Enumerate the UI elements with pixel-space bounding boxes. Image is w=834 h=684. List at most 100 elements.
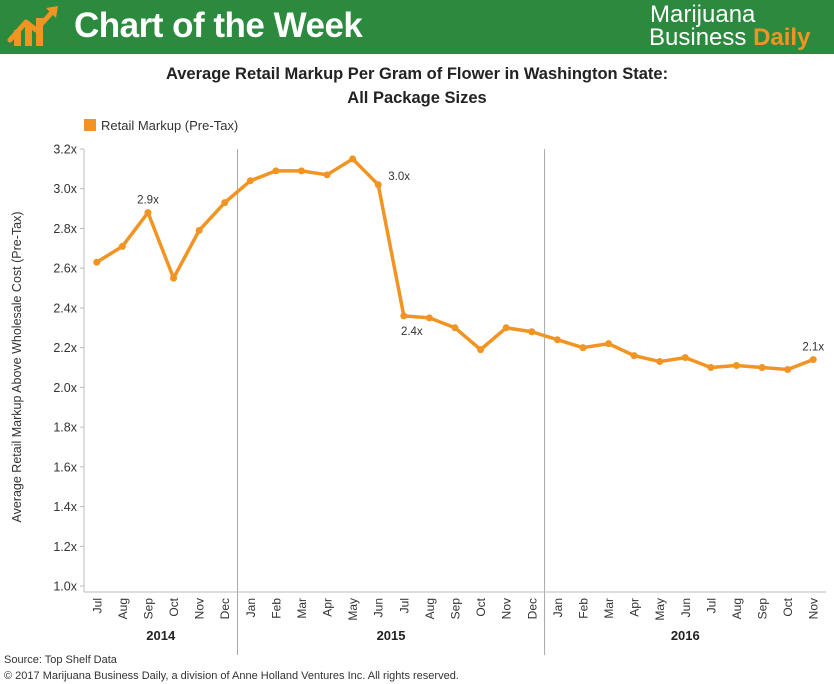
- x-tick-label: Oct: [167, 597, 181, 616]
- x-tick-label: Feb: [269, 598, 283, 619]
- data-point: [272, 167, 280, 175]
- x-tick-label: Dec: [525, 598, 539, 619]
- legend: Retail Markup (Pre-Tax): [84, 118, 238, 133]
- x-tick-label: Jul: [397, 598, 411, 613]
- x-tick-label: Jun: [679, 598, 693, 617]
- y-tick-label: 2.4x: [53, 301, 77, 315]
- year-label: 2014: [146, 628, 176, 643]
- x-tick-label: May: [346, 598, 360, 621]
- data-point: [195, 226, 203, 234]
- data-point: [707, 364, 715, 372]
- data-point: [425, 314, 433, 322]
- data-point: [144, 209, 152, 217]
- x-tick-label: Dec: [218, 598, 232, 619]
- data-point: [349, 155, 357, 163]
- y-tick-label: 1.8x: [53, 421, 77, 435]
- footer: Source: Top Shelf Data © 2017 Marijuana …: [4, 652, 459, 684]
- x-tick-label: Nov: [807, 598, 821, 619]
- series-retail-markup: [93, 155, 817, 374]
- y-tick-label: 1.4x: [53, 500, 77, 514]
- x-tick-label: Jul: [704, 598, 718, 613]
- data-point: [758, 364, 766, 372]
- data-label: 2.1x: [802, 342, 824, 354]
- header-title: Chart of the Week: [74, 6, 363, 45]
- data-point: [681, 354, 689, 362]
- data-point: [502, 324, 510, 332]
- header-bar: Chart of the Week Marijuana Business Dai…: [0, 0, 834, 54]
- x-tick-label: Aug: [116, 598, 130, 619]
- chart-title-line1: Average Retail Markup Per Gram of Flower…: [165, 65, 669, 83]
- year-labels: 2014 2015 2016: [146, 628, 699, 643]
- data-point: [118, 242, 126, 250]
- x-tick-label: Feb: [576, 598, 590, 619]
- y-tick-label: 2.6x: [53, 262, 77, 276]
- data-point: [477, 346, 485, 354]
- data-point: [374, 181, 382, 189]
- data-point: [656, 358, 664, 366]
- data-label: 3.0x: [388, 171, 410, 183]
- x-tick-label: Apr: [321, 598, 335, 617]
- x-tick-label: Jul: [90, 598, 104, 613]
- x-tick-label: Nov: [500, 598, 514, 619]
- x-tick-label: Oct: [474, 597, 488, 616]
- x-tick-label: Sep: [756, 598, 770, 620]
- data-point: [784, 366, 792, 374]
- x-tick-label: Aug: [730, 598, 744, 619]
- x-tick-label: Apr: [628, 598, 642, 617]
- chart-title: Average Retail Markup Per Gram of Flower…: [0, 62, 834, 110]
- bar-chart-arrow-icon: [7, 6, 58, 46]
- x-tick-label: Mar: [602, 598, 616, 619]
- data-label: 2.4x: [401, 326, 423, 338]
- x-tick-label: May: [653, 598, 667, 621]
- brand-daily: Daily: [753, 24, 811, 51]
- y-tick-label: 1.6x: [53, 460, 77, 474]
- data-point: [528, 328, 536, 336]
- data-point: [451, 324, 459, 332]
- x-tick-label: Mar: [295, 598, 309, 619]
- x-tick-label: Sep: [141, 598, 155, 620]
- brand-business: Business: [649, 24, 747, 51]
- data-point: [297, 167, 305, 175]
- y-tick-label: 2.0x: [53, 381, 77, 395]
- data-point: [732, 362, 740, 370]
- data-point: [170, 274, 178, 282]
- y-axis-label: Average Retail Markup Above Wholesale Co…: [10, 211, 24, 522]
- data-label: 2.9x: [137, 195, 159, 207]
- x-tick-label: Jan: [551, 598, 565, 617]
- y-tick-label: 2.8x: [53, 222, 77, 236]
- x-tick-labels: Jul Aug Sep Oct Nov Dec Jan Feb Mar Apr May Jun Jul A…: [90, 597, 820, 620]
- data-point: [809, 356, 817, 364]
- x-tick-label: Jan: [244, 598, 258, 617]
- data-point: [323, 171, 331, 179]
- source-note: Source: Top Shelf Data: [4, 654, 117, 666]
- brand-name-line2: Business Daily: [649, 25, 824, 50]
- data-point: [221, 199, 229, 207]
- data-point: [246, 177, 254, 185]
- data-labels: 2.9x 3.0x 2.4x 2.1x: [137, 171, 824, 354]
- axes: [83, 149, 826, 593]
- x-tick-label: Oct: [781, 597, 795, 616]
- x-tick-label: Aug: [423, 598, 437, 619]
- series-line: [95, 157, 815, 372]
- year-label: 2016: [671, 628, 700, 643]
- copyright-note: © 2017 Marijuana Business Daily, a divis…: [4, 670, 459, 682]
- data-point: [400, 312, 408, 320]
- data-point: [579, 344, 587, 352]
- chart-title-line2: All Package Sizes: [347, 89, 487, 107]
- data-point: [553, 336, 561, 344]
- y-tick-label: 3.0x: [53, 182, 77, 196]
- data-point: [605, 340, 613, 348]
- y-tick-labels: 3.2x 3.0x 2.8x 2.6x 2.4x 2.2x 2.0x 1.8x 1.6x 1.4x…: [53, 143, 84, 594]
- data-point: [93, 258, 101, 266]
- data-point: [630, 352, 638, 360]
- year-label: 2015: [377, 628, 406, 643]
- legend-label: Retail Markup (Pre-Tax): [101, 118, 239, 133]
- x-tick-label: Jun: [372, 598, 386, 617]
- brand-name-line1: Marijuana: [650, 1, 756, 28]
- y-tick-label: 1.2x: [53, 540, 77, 554]
- y-tick-label: 1.0x: [53, 580, 77, 594]
- x-tick-label: Nov: [193, 598, 207, 619]
- legend-swatch: [84, 119, 96, 131]
- y-tick-label: 2.2x: [53, 341, 77, 355]
